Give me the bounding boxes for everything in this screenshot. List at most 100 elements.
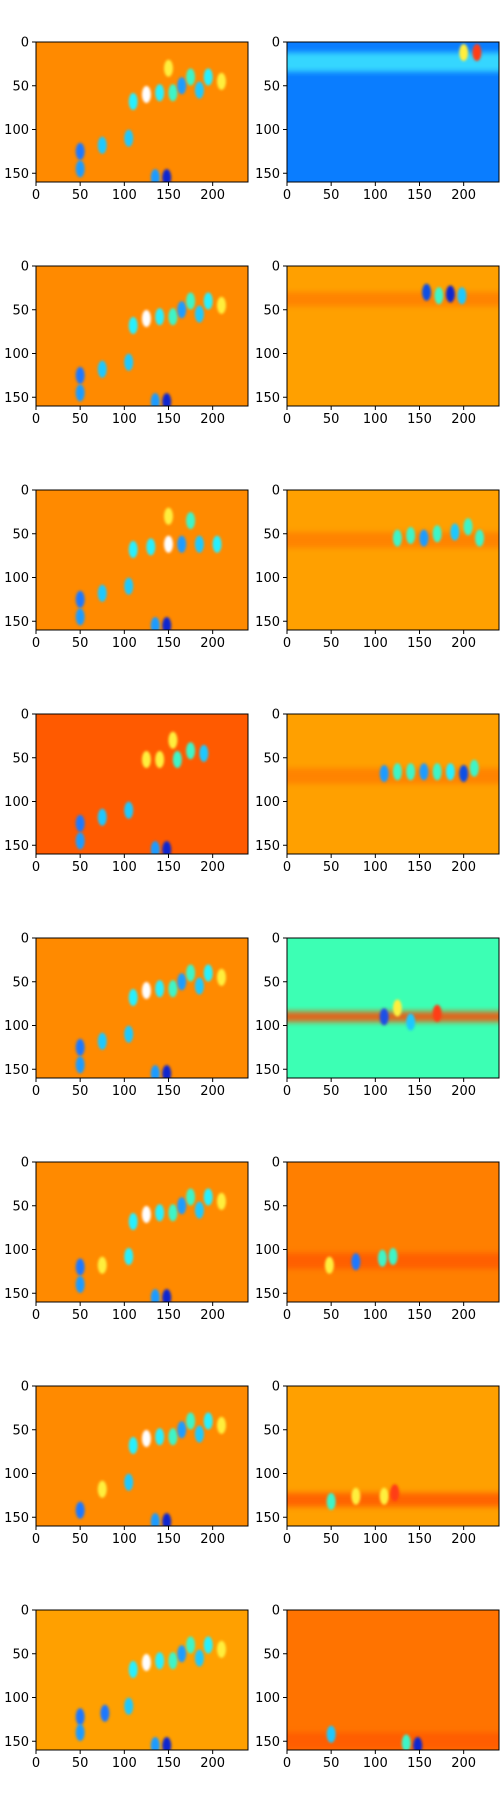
heatmap-blob bbox=[326, 1493, 336, 1510]
heatmap-blob bbox=[168, 731, 178, 749]
x-tick-label: 50 bbox=[323, 412, 340, 427]
heatmap-blob bbox=[155, 1204, 165, 1222]
heatmap-blob bbox=[97, 360, 107, 378]
heatmap-blob bbox=[150, 1289, 160, 1302]
heatmap-blob bbox=[162, 393, 172, 406]
y-tick-label: 0 bbox=[21, 1156, 29, 1171]
x-tick-label: 200 bbox=[451, 636, 476, 651]
y-tick-label: 150 bbox=[255, 391, 280, 406]
y-tick-label: 100 bbox=[4, 1691, 29, 1706]
x-tick-label: 0 bbox=[283, 1308, 291, 1323]
heatmap-panel-11: 0 50 100 150 200 0 50 100 150 bbox=[4, 1156, 249, 1323]
heatmap-background bbox=[36, 1162, 248, 1302]
x-tick-label: 50 bbox=[72, 636, 89, 651]
x-tick-label: 100 bbox=[112, 1756, 137, 1771]
heatmap-blob bbox=[128, 541, 138, 558]
heatmap-blob bbox=[75, 1276, 85, 1293]
heatmap-background bbox=[287, 266, 499, 406]
heatmap-background bbox=[36, 714, 248, 854]
y-tick-label: 50 bbox=[263, 1647, 280, 1662]
heatmap-blob bbox=[155, 751, 165, 768]
y-tick-label: 100 bbox=[4, 1467, 29, 1482]
heatmap-blob bbox=[203, 964, 213, 982]
heatmap-blob bbox=[128, 93, 138, 110]
x-tick-label: 0 bbox=[32, 188, 40, 203]
heatmap-blob bbox=[97, 584, 107, 602]
x-tick-label: 150 bbox=[156, 860, 181, 875]
x-tick-label: 150 bbox=[156, 636, 181, 651]
heatmap-blob bbox=[155, 980, 165, 998]
y-tick-label: 50 bbox=[263, 1199, 280, 1214]
heatmap-background bbox=[36, 938, 248, 1078]
heatmap-panel-6: 0 50 100 150 200 0 50 100 150 bbox=[255, 484, 500, 651]
axes-frame bbox=[286, 713, 500, 855]
heatmap-blob bbox=[146, 538, 156, 556]
x-tick-label: 200 bbox=[451, 188, 476, 203]
heatmap-blob bbox=[75, 608, 85, 626]
heatmap-blob bbox=[75, 1258, 85, 1276]
y-tick-label: 150 bbox=[4, 1287, 29, 1302]
heatmap-background bbox=[287, 1610, 499, 1750]
heatmap-blob bbox=[379, 1487, 389, 1505]
x-tick-label: 150 bbox=[156, 188, 181, 203]
heatmap-panel-3: 0 50 100 150 200 0 50 100 150 bbox=[4, 260, 249, 427]
heatmap-panel-15: 0 50 100 150 200 0 50 100 150 bbox=[4, 1604, 249, 1771]
heatmap-blob bbox=[445, 763, 455, 781]
heatmap-blob bbox=[162, 169, 172, 182]
heatmap-blob bbox=[186, 742, 196, 760]
x-tick-label: 150 bbox=[407, 412, 432, 427]
heatmap-blob bbox=[124, 129, 134, 147]
x-tick-label: 200 bbox=[200, 636, 225, 651]
x-tick-label: 100 bbox=[363, 636, 388, 651]
heatmap-panel-1: 0 50 100 150 200 0 50 100 150 bbox=[4, 36, 249, 203]
heatmap-blob bbox=[445, 285, 455, 303]
y-tick-label: 50 bbox=[12, 975, 29, 990]
x-tick-label: 150 bbox=[407, 1756, 432, 1771]
x-tick-label: 0 bbox=[283, 860, 291, 875]
y-tick-label: 100 bbox=[255, 1467, 280, 1482]
heatmap-blob bbox=[75, 1708, 85, 1726]
heatmap-blob bbox=[141, 1654, 151, 1671]
x-tick-label: 0 bbox=[283, 188, 291, 203]
heatmap-blob bbox=[97, 808, 107, 826]
heatmap-panel-16: 0 50 100 150 200 0 50 100 150 bbox=[255, 1604, 500, 1771]
x-tick-label: 0 bbox=[283, 636, 291, 651]
y-tick-label: 100 bbox=[255, 1019, 280, 1034]
heatmap-blob bbox=[164, 535, 173, 553]
x-tick-label: 0 bbox=[32, 1532, 40, 1547]
x-tick-label: 100 bbox=[363, 188, 388, 203]
y-tick-label: 100 bbox=[255, 795, 280, 810]
y-tick-label: 150 bbox=[255, 615, 280, 630]
heatmap-blob bbox=[100, 1704, 110, 1722]
axes-frame bbox=[35, 1385, 249, 1527]
heatmap-blob bbox=[217, 296, 226, 314]
heatmap-blob bbox=[422, 283, 432, 301]
heatmap-background bbox=[36, 1610, 248, 1750]
x-tick-label: 0 bbox=[283, 1756, 291, 1771]
y-tick-label: 50 bbox=[263, 1423, 280, 1438]
heatmap-blob bbox=[128, 989, 138, 1006]
x-tick-label: 50 bbox=[323, 636, 340, 651]
x-tick-label: 100 bbox=[112, 188, 137, 203]
x-tick-label: 150 bbox=[156, 1308, 181, 1323]
y-tick-label: 100 bbox=[255, 571, 280, 586]
heatmap-blob bbox=[162, 1289, 172, 1302]
heatmap-blob bbox=[177, 77, 187, 95]
y-tick-label: 50 bbox=[12, 527, 29, 542]
heatmap-blob bbox=[164, 59, 173, 77]
heatmap-blob bbox=[150, 1737, 160, 1750]
heatmap-panel-13: 0 50 100 150 200 0 50 100 150 bbox=[4, 1380, 249, 1547]
x-tick-label: 150 bbox=[407, 636, 432, 651]
y-tick-label: 0 bbox=[21, 932, 29, 947]
heatmap-blob bbox=[155, 1652, 165, 1670]
heatmap-blob bbox=[97, 136, 107, 154]
axes-frame bbox=[286, 1385, 500, 1527]
x-tick-label: 50 bbox=[72, 1084, 89, 1099]
heatmap-blob bbox=[450, 523, 460, 541]
heatmap-blob bbox=[168, 308, 178, 326]
y-tick-label: 0 bbox=[272, 932, 280, 947]
y-tick-label: 150 bbox=[4, 167, 29, 182]
x-tick-label: 0 bbox=[32, 860, 40, 875]
x-tick-label: 50 bbox=[72, 412, 89, 427]
heatmap-blob bbox=[392, 763, 402, 781]
